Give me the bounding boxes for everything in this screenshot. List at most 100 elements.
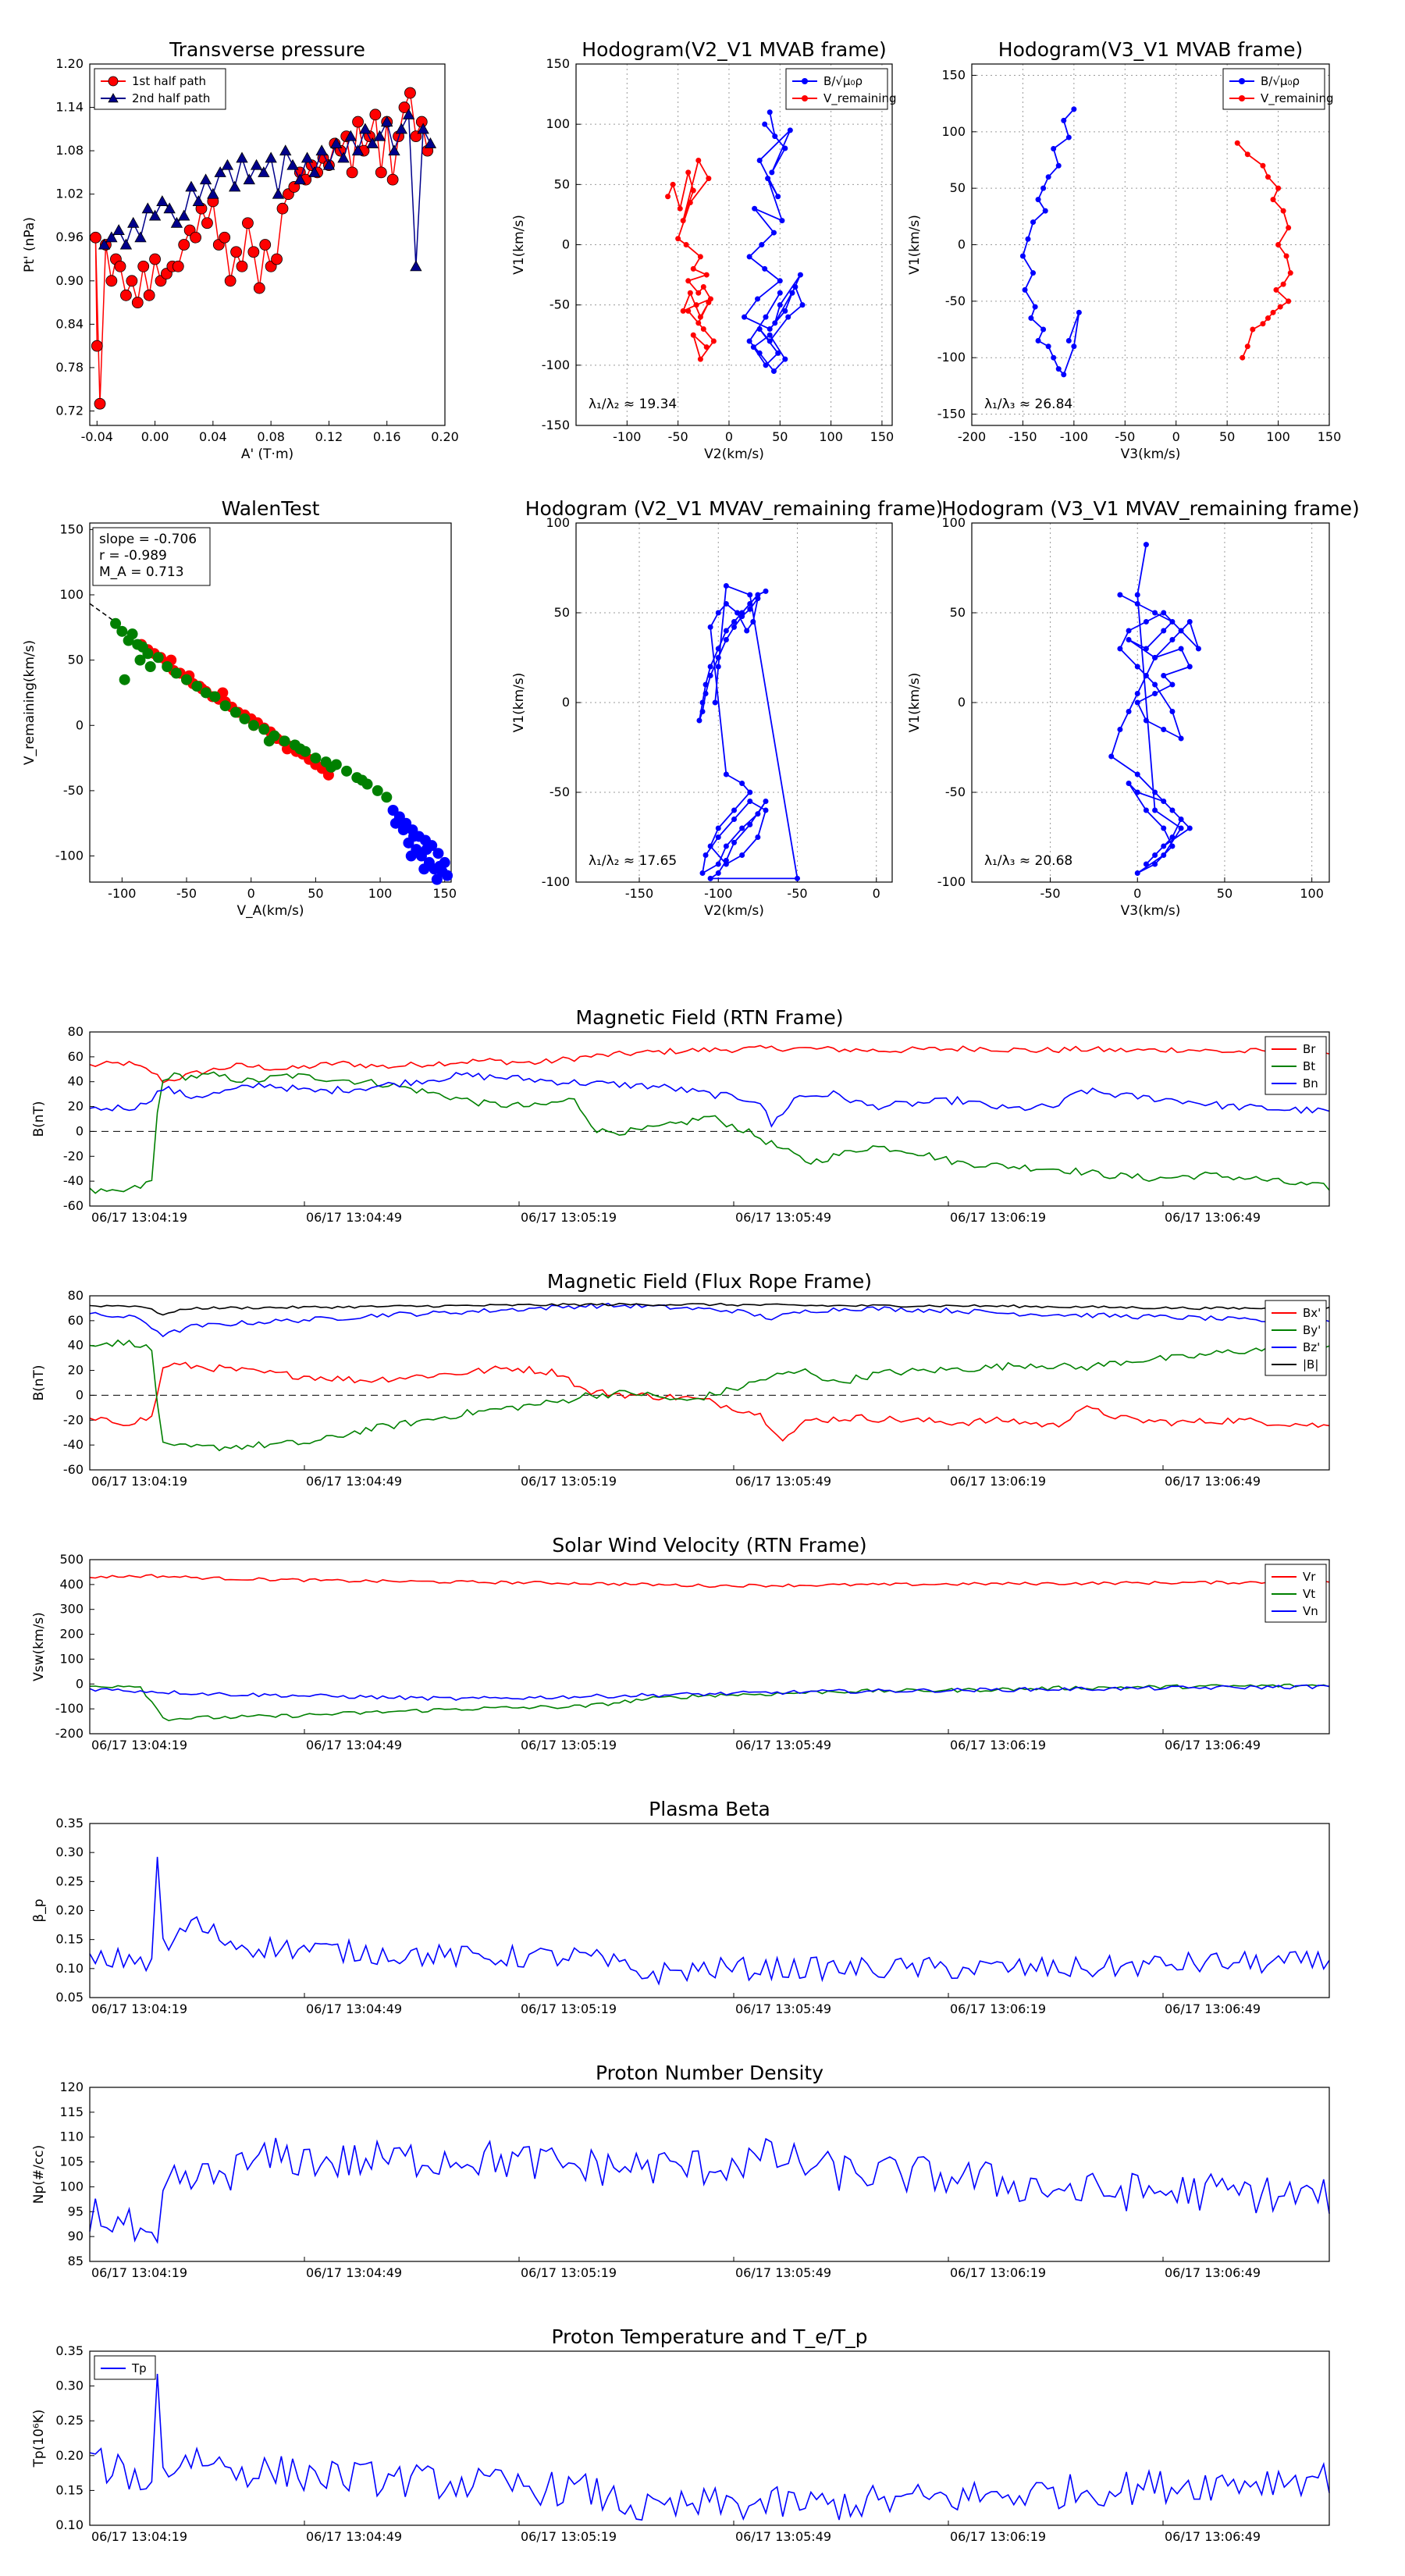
data-point — [687, 199, 693, 205]
data-point — [752, 205, 758, 212]
data-point — [723, 583, 729, 589]
plot-frame — [89, 2350, 1330, 2526]
data-point — [432, 848, 444, 859]
data-point — [785, 314, 791, 320]
data-point — [1045, 174, 1051, 180]
data-point — [665, 194, 671, 200]
data-point — [1234, 140, 1240, 146]
chart-title: Proton Number Density — [596, 2062, 823, 2084]
x-tick-label: 0.12 — [315, 429, 343, 444]
data-point — [1244, 343, 1250, 350]
legend-label: Vn — [1303, 1604, 1318, 1618]
x-tick-label: 0.00 — [141, 429, 169, 444]
y-axis-label: β_p — [31, 1898, 47, 1922]
y-tick-label: 20 — [68, 1099, 84, 1114]
data-point — [1244, 151, 1250, 158]
data-point — [247, 246, 260, 258]
y-tick-label: 0.05 — [55, 1990, 84, 2005]
plot-frame — [89, 1295, 1330, 1471]
data-point — [108, 76, 119, 87]
data-point — [690, 265, 696, 272]
data-point — [1035, 197, 1041, 203]
data-point — [389, 817, 401, 829]
data-point — [699, 699, 706, 706]
legend-box — [785, 68, 888, 110]
y-tick-label: 95 — [68, 2204, 84, 2218]
y-tick-label: 90 — [68, 2229, 84, 2243]
data-point — [1134, 699, 1140, 706]
data-point — [1286, 225, 1292, 231]
data-point — [735, 610, 741, 616]
data-point — [707, 843, 713, 849]
data-point — [286, 158, 299, 170]
data-point — [707, 673, 713, 678]
data-point — [1134, 592, 1140, 598]
data-point — [1161, 610, 1167, 616]
data-point — [1169, 834, 1176, 840]
data-point — [1152, 789, 1158, 795]
y-tick-label: 0.90 — [55, 273, 84, 288]
data-point — [142, 648, 154, 660]
x-tick-label: 150 — [432, 886, 457, 901]
x-tick-label: 06/17 13:06:49 — [1165, 2529, 1261, 2544]
data-point — [739, 781, 745, 786]
y-tick-label: 80 — [68, 1288, 84, 1303]
data-point — [695, 290, 702, 296]
x-axis-label: A' (T·m) — [241, 447, 293, 462]
data-point — [201, 217, 213, 229]
data-point — [1169, 681, 1176, 688]
y-tick-label: 300 — [59, 1602, 84, 1617]
data-point — [723, 857, 729, 863]
plot-frame — [89, 1031, 1330, 1207]
data-point — [90, 231, 101, 244]
data-point — [763, 807, 769, 813]
chart-walen: -100 -50 0 50 100 150 -100 -50 0 50 100 150 WalenTes… — [22, 497, 457, 919]
y-axis-label: Vsw(km/s) — [31, 1612, 47, 1681]
series-line — [89, 1044, 1330, 1084]
data-point — [112, 224, 125, 235]
data-point — [797, 272, 803, 278]
data-point — [200, 687, 212, 699]
y-tick-label: 50 — [950, 605, 966, 620]
chart-title: Magnetic Field (Flux Rope Frame) — [547, 1270, 872, 1293]
data-point — [276, 202, 289, 215]
x-tick-label: 50 — [1219, 429, 1235, 444]
data-point — [756, 350, 763, 356]
x-tick-label: 06/17 13:06:49 — [1165, 2265, 1261, 2280]
data-point — [402, 108, 415, 119]
data-point — [243, 173, 255, 185]
legend-label: B/√μ₀ρ — [823, 74, 863, 88]
chart-title: Magnetic Field (RTN Frame) — [576, 1006, 844, 1029]
data-point — [1143, 542, 1149, 548]
x-tick-label: 06/17 13:04:49 — [306, 2265, 402, 2280]
data-point — [1032, 304, 1038, 310]
data-point — [1169, 843, 1176, 849]
y-axis-label: Pt' (nPa) — [22, 217, 37, 272]
data-point — [1178, 817, 1184, 822]
data-point — [1169, 709, 1176, 714]
data-point — [703, 344, 710, 350]
data-point — [219, 231, 231, 244]
data-point — [685, 278, 692, 284]
data-point — [687, 290, 693, 296]
data-point — [156, 195, 169, 206]
data-point — [162, 661, 173, 672]
x-tick-label: 06/17 13:06:49 — [1165, 1210, 1261, 1225]
data-point — [1280, 281, 1286, 287]
data-point — [731, 807, 737, 813]
data-point — [702, 691, 709, 696]
y-tick-label: -100 — [937, 350, 966, 365]
data-point — [700, 284, 706, 290]
data-point — [703, 272, 710, 278]
data-point — [119, 238, 133, 250]
data-point — [1270, 309, 1276, 315]
eigenvalue-ratio: λ₁/λ₃ ≈ 20.68 — [984, 853, 1072, 869]
chart-title: Hodogram(V2_V1 MVAB frame) — [582, 38, 886, 61]
data-point — [723, 771, 729, 777]
data-point — [747, 592, 753, 598]
data-point — [707, 875, 713, 881]
data-point — [120, 289, 132, 301]
data-point — [325, 761, 337, 773]
chart-title: Plasma Beta — [649, 1798, 770, 1820]
data-point — [1051, 354, 1057, 361]
